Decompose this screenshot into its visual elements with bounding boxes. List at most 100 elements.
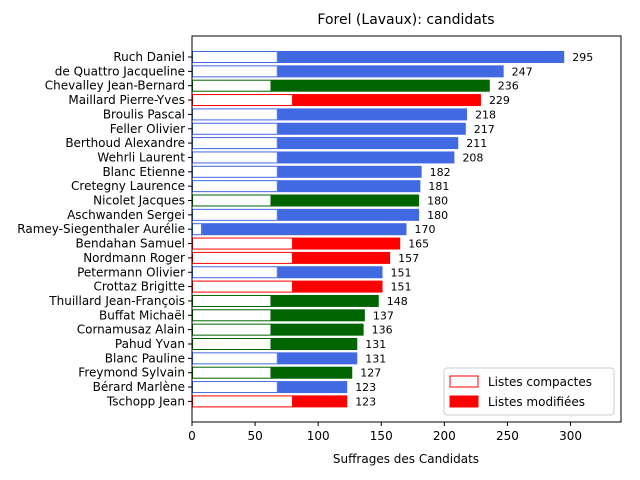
bar-compact [192, 94, 293, 107]
bar-compact [192, 323, 272, 336]
value-label: 236 [498, 80, 519, 93]
bar-compact [192, 65, 278, 78]
bar-compact [192, 280, 293, 293]
value-label: 123 [355, 395, 376, 408]
candidate-name: Maillard Pierre-Yves [68, 93, 185, 107]
chart-title: Forel (Lavaux): candidats [317, 12, 494, 28]
value-label: 211 [466, 137, 487, 150]
value-label: 151 [391, 266, 412, 279]
bar-compact [192, 237, 293, 250]
bar-compact [192, 395, 293, 408]
bar-modified [277, 208, 420, 221]
candidate-name: Petermann Olivier [77, 265, 185, 279]
plot-frame [191, 35, 622, 423]
candidate-name: Feller Olivier [110, 122, 185, 136]
bar-compact [192, 194, 272, 207]
bar-compact [192, 180, 278, 193]
candidate-name: Berthoud Alexandre [65, 136, 185, 150]
candidate-name: Nordmann Roger [83, 251, 185, 265]
bar-compact [192, 137, 278, 150]
bar-modified [292, 280, 383, 293]
value-label: 148 [387, 295, 408, 308]
value-label: 180 [427, 195, 448, 208]
candidate-name: Bérard Marlène [93, 380, 185, 394]
bar-compact [192, 266, 278, 279]
bar-modified [277, 165, 422, 178]
bars-group [192, 51, 565, 408]
legend-box [443, 367, 615, 416]
bar-compact [192, 122, 278, 135]
bar-modified [277, 137, 459, 150]
candidate-name: Crottaz Brigitte [93, 280, 185, 294]
candidate-name: Ruch Daniel [113, 50, 185, 64]
candidate-name: Blanc Pauline [105, 351, 185, 365]
bar-compact [192, 223, 203, 236]
bar-compact [192, 294, 272, 307]
x-tick-label: 250 [496, 429, 519, 443]
x-tick-label: 200 [433, 429, 456, 443]
candidate-name: Aschwanden Sergei [67, 208, 185, 222]
candidate-name: Buffat Michaël [99, 308, 185, 322]
bar-compact [192, 79, 272, 92]
value-label: 123 [355, 381, 376, 394]
bar-compact [192, 251, 293, 264]
value-label: 137 [373, 309, 394, 322]
value-label: 131 [365, 352, 386, 365]
candidate-name: Wehrli Laurent [97, 150, 185, 164]
value-label: 151 [391, 281, 412, 294]
axes [191, 35, 622, 423]
bar-compact [192, 51, 278, 63]
bar-modified [292, 237, 401, 250]
bar-modified [271, 338, 358, 350]
bar-modified [292, 395, 348, 408]
candidate-name: Ramey-Siegenthaler Aurélie [17, 222, 185, 236]
bar-modified [277, 65, 504, 78]
value-label: 217 [474, 123, 495, 136]
bar-modified [271, 194, 420, 207]
legend-swatch-modified [449, 395, 479, 408]
bar-modified [277, 180, 421, 193]
candidate-name: Blanc Etienne [102, 165, 185, 179]
x-tick-label: 150 [370, 429, 393, 443]
x-axis-label: Suffrages des Candidats [333, 452, 479, 466]
bar-compact [192, 352, 278, 365]
bar-modified [271, 323, 364, 336]
bar-compact [192, 381, 278, 394]
bar-modified [202, 223, 407, 236]
value-label: 181 [428, 180, 449, 193]
candidate-name: Cretegny Laurence [71, 179, 185, 193]
candidate-name: Bendahan Samuel [75, 237, 185, 251]
candidate-name: Nicolet Jacques [93, 194, 185, 208]
value-label: 295 [572, 51, 593, 64]
legend-label: Listes modifiées [488, 395, 585, 409]
candidate-name: Broulis Pascal [103, 107, 185, 121]
bar-modified [277, 266, 383, 279]
bar-compact [192, 151, 278, 164]
value-label: 136 [372, 324, 393, 337]
value-label: 127 [360, 367, 381, 380]
value-label: 229 [489, 94, 510, 107]
value-label: 182 [430, 166, 451, 179]
value-label: 208 [462, 151, 483, 164]
legend-label: Listes compactes [488, 375, 592, 389]
bar-compact [192, 165, 278, 178]
bar-compact [192, 366, 272, 379]
value-label: 247 [512, 65, 533, 78]
value-label: 170 [415, 223, 436, 236]
bar-modified [292, 251, 391, 264]
candidate-name: Freymond Sylvain [78, 366, 185, 380]
bar-modified [292, 94, 481, 107]
legend-swatch-compact [449, 375, 479, 388]
bar-compact [192, 309, 272, 322]
candidate-name: Cornamusaz Alain [77, 323, 185, 337]
value-label: 218 [475, 108, 496, 121]
value-label: 180 [427, 209, 448, 222]
bar-modified [271, 79, 490, 92]
bar-modified [277, 108, 468, 121]
candidate-name: Pahud Yvan [115, 337, 185, 351]
bar-modified [277, 352, 358, 365]
bar-modified [271, 366, 353, 379]
value-label: 165 [408, 238, 429, 251]
